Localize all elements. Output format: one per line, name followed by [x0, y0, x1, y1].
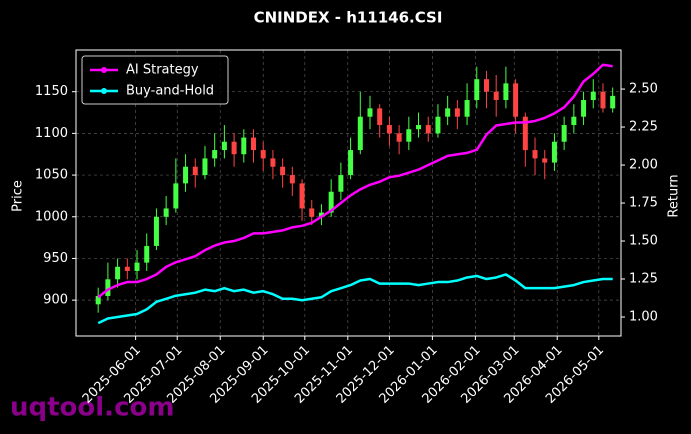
candle-body — [406, 129, 412, 142]
plot-frame — [75, 49, 622, 337]
candle-body — [377, 108, 383, 126]
candle-body — [571, 116, 577, 126]
y-tick-label: 1150 — [35, 84, 68, 99]
candle-body — [309, 208, 315, 217]
candle-body — [163, 208, 169, 217]
y-axis-label: Price — [11, 180, 26, 212]
y2-tick-label: 1.50 — [629, 234, 658, 249]
candle-body — [105, 279, 111, 296]
y-tick-label: 1100 — [35, 126, 68, 141]
legend-marker — [101, 67, 107, 73]
y2-tick-label: 1.00 — [629, 310, 658, 325]
legend-marker — [101, 88, 107, 94]
candle-body — [318, 212, 324, 217]
candle-body — [260, 150, 266, 159]
candle-body — [144, 245, 150, 263]
candle-body — [328, 191, 334, 213]
candle-body — [474, 79, 480, 101]
candle-body — [445, 108, 451, 117]
candle-body — [522, 116, 528, 151]
y2-tick-label: 2.25 — [629, 120, 658, 135]
legend-label: AI Strategy — [126, 63, 199, 78]
candle-body — [212, 150, 218, 159]
candle-body — [386, 125, 392, 134]
candle-body — [153, 216, 159, 246]
line-series — [97, 273, 613, 325]
watermark: uqtool.com — [10, 393, 174, 423]
y-tick-label: 1000 — [35, 209, 68, 224]
candle-body — [289, 175, 295, 184]
candle-body — [173, 183, 179, 209]
candle-body — [134, 262, 140, 271]
candle-body — [590, 91, 596, 101]
y-tick-label: 950 — [43, 251, 68, 266]
y-tick-label: 900 — [43, 293, 68, 308]
candle-body — [551, 141, 557, 163]
candle-body — [610, 95, 616, 109]
candle-body — [425, 125, 431, 134]
y2-tick-label: 2.00 — [629, 158, 658, 173]
legend-box — [81, 55, 229, 105]
candle-body — [221, 141, 227, 151]
candle-body — [251, 137, 257, 151]
candle-body — [241, 137, 247, 155]
chart-title: CNINDEX - h11146.CSI — [254, 9, 443, 27]
candle-body — [231, 141, 237, 155]
candle-body — [513, 83, 519, 117]
candle-body — [532, 150, 538, 159]
candle-body — [464, 100, 470, 117]
candle-body — [270, 158, 276, 167]
legend-label: Buy-and-Hold — [126, 84, 214, 99]
candle-body — [416, 125, 422, 130]
candle-body — [454, 108, 460, 117]
candle-body — [95, 295, 101, 305]
candle-body — [280, 166, 286, 176]
candle-body — [561, 125, 567, 142]
candle-body — [600, 91, 606, 109]
candle-body — [483, 79, 489, 92]
candle-body — [503, 83, 509, 101]
candle-body — [338, 175, 344, 192]
y-tick-label: 1050 — [35, 168, 68, 183]
candle-body — [435, 116, 441, 134]
candle-body — [581, 100, 587, 117]
candle-body — [542, 158, 548, 163]
candle-body — [115, 266, 121, 280]
y2-tick-label: 2.50 — [629, 82, 658, 97]
candle-body — [367, 108, 373, 117]
candle-body — [299, 183, 305, 209]
line-series — [97, 63, 613, 299]
candle-body — [183, 166, 189, 184]
candle-body — [124, 266, 130, 271]
candle-body — [202, 158, 208, 176]
candle-body — [357, 116, 363, 151]
candle-body — [396, 133, 402, 142]
candle-body — [348, 150, 354, 176]
candle-body — [192, 166, 198, 176]
y2-tick-label: 1.75 — [629, 196, 658, 211]
y2-axis-label: Return — [667, 174, 682, 217]
candle-body — [493, 91, 499, 101]
y2-tick-label: 1.25 — [629, 272, 658, 287]
